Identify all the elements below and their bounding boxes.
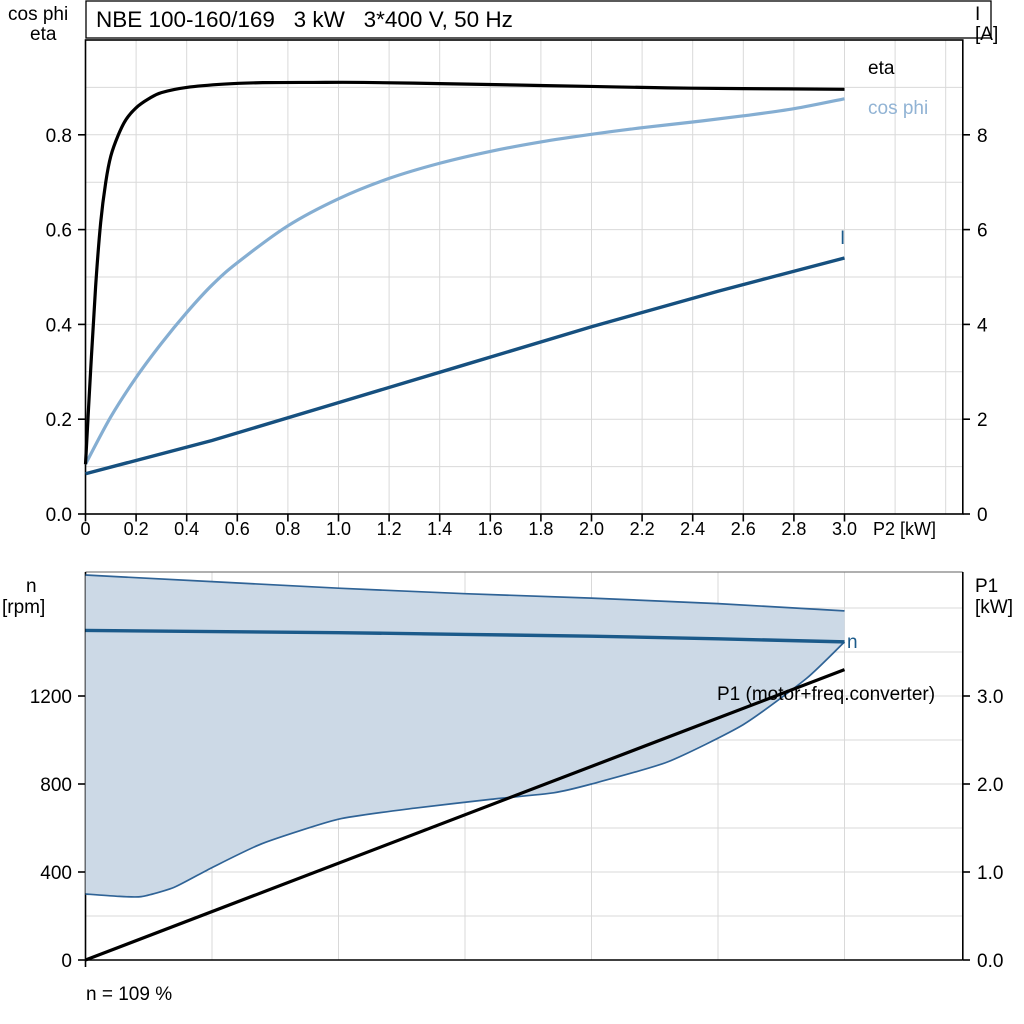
svg-text:NBE 100-160/169 3 kW 3*400: NBE 100-160/169 3 kW 3*400 V, 50 Hz	[96, 7, 513, 32]
svg-text:8: 8	[977, 126, 988, 147]
svg-text:0.2: 0.2	[124, 519, 149, 539]
svg-text:4: 4	[977, 315, 988, 336]
svg-text:2.4: 2.4	[680, 519, 705, 539]
svg-text:[A]: [A]	[975, 24, 998, 45]
svg-text:2.8: 2.8	[781, 519, 806, 539]
svg-text:P1: P1	[975, 576, 998, 597]
svg-text:0: 0	[977, 505, 988, 526]
svg-text:n = 109 %: n = 109 %	[86, 984, 172, 1005]
svg-text:2.6: 2.6	[731, 519, 756, 539]
svg-text:0: 0	[61, 951, 72, 972]
svg-text:1.4: 1.4	[427, 519, 452, 539]
svg-text:I: I	[975, 4, 980, 25]
svg-text:0.8: 0.8	[275, 519, 300, 539]
svg-text:n: n	[26, 576, 37, 597]
svg-text:0.8: 0.8	[46, 126, 72, 147]
svg-text:2: 2	[977, 410, 988, 431]
svg-text:eta: eta	[868, 58, 895, 79]
svg-text:800: 800	[40, 775, 72, 796]
svg-text:cos phi: cos phi	[8, 4, 68, 25]
svg-text:400: 400	[40, 863, 72, 884]
svg-text:eta: eta	[30, 24, 57, 45]
svg-text:1.6: 1.6	[478, 519, 503, 539]
svg-text:0.0: 0.0	[46, 505, 72, 526]
svg-text:1200: 1200	[30, 687, 72, 708]
svg-text:3.0: 3.0	[977, 687, 1003, 708]
svg-text:0.0: 0.0	[977, 951, 1003, 972]
svg-text:[rpm]: [rpm]	[2, 597, 45, 618]
svg-text:n: n	[847, 632, 858, 653]
svg-text:1.0: 1.0	[326, 519, 351, 539]
svg-text:0.6: 0.6	[225, 519, 250, 539]
svg-text:[kW]: [kW]	[975, 597, 1013, 618]
svg-text:0.2: 0.2	[46, 410, 72, 431]
svg-text:3.0: 3.0	[832, 519, 857, 539]
svg-text:1.0: 1.0	[977, 863, 1003, 884]
svg-text:0.4: 0.4	[174, 519, 199, 539]
svg-text:cos phi: cos phi	[868, 98, 928, 119]
svg-text:0.4: 0.4	[46, 315, 73, 336]
svg-text:P2 [kW]: P2 [kW]	[873, 519, 936, 539]
svg-text:1.8: 1.8	[528, 519, 553, 539]
svg-text:2.2: 2.2	[630, 519, 655, 539]
svg-text:0.6: 0.6	[46, 221, 72, 242]
svg-text:2.0: 2.0	[977, 775, 1003, 796]
svg-text:I: I	[840, 228, 845, 249]
svg-text:1.2: 1.2	[377, 519, 402, 539]
svg-text:2.0: 2.0	[579, 519, 604, 539]
svg-text:P1 (motor+freq.converter): P1 (motor+freq.converter)	[717, 684, 935, 705]
svg-text:6: 6	[977, 221, 988, 242]
